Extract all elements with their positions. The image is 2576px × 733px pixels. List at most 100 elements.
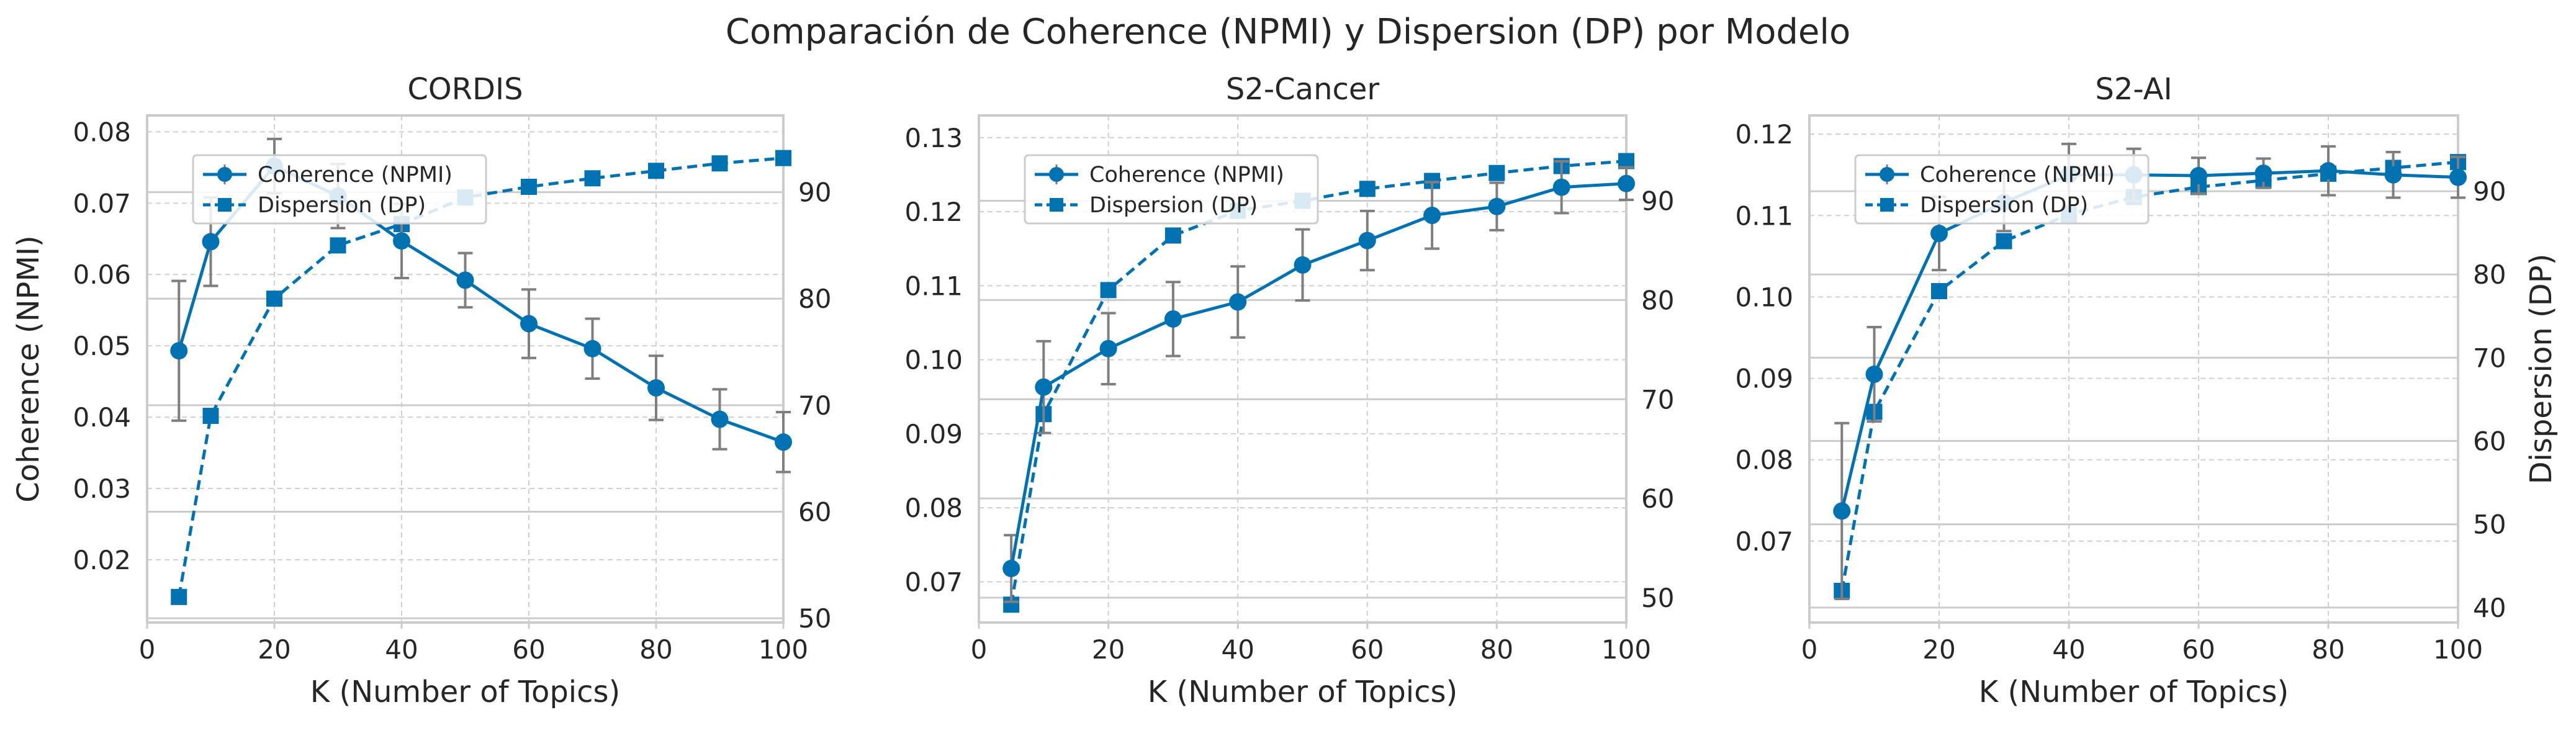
y-tick-label: 0.12 [904,197,963,227]
x-tick-label: 80 [2312,634,2344,665]
y-tick-label: 0.08 [904,493,963,523]
y2-tick-label: 50 [2473,510,2506,540]
panel-s2-cancer: S2-Cancer 0 20 40 60 80 100 K (Number of Topics… [904,72,1674,709]
legend-box [1024,154,1319,225]
coherence-marker [2254,164,2272,182]
dispersion-marker [584,170,601,187]
legend-dispersion-marker [218,198,232,212]
legend-dispersion-label: Dispersion (DP) [258,193,426,218]
plot-frame [1808,114,2459,624]
y2-tick-label: 50 [798,603,831,634]
y-tick-label: 0.02 [73,545,131,575]
y-tick-label: 0.13 [904,123,963,153]
coherence-marker [1294,256,1312,274]
x-axis-label: K (Number of Topics) [1148,675,1458,709]
y2-tick-label: 40 [2473,593,2506,623]
x-tick-label: 100 [1601,634,1651,665]
y-tick-label: 0.07 [73,188,131,218]
legend-coherence-label: Coherence (NPMI) [1920,163,2115,187]
y-tick-label: 0.09 [904,419,963,449]
legend-dispersion-label: Dispersion (DP) [1920,193,2088,218]
dispersion-line [1840,160,2459,591]
dispersion-marker [648,163,664,179]
y2-tick-label: 70 [798,390,831,421]
dispersion-marker [1100,282,1117,299]
y-tick-label: 0.07 [904,567,963,597]
x-tick-label: 40 [1221,634,1254,665]
dispersion-marker [521,178,537,195]
x-tick-label: 80 [639,634,672,665]
coherence-marker [1035,378,1053,396]
y-tick-label: 0.05 [73,331,131,361]
y-tick-label: 0.11 [904,271,963,301]
coherence-marker [711,410,729,428]
legend-coherence-marker [1049,167,1064,182]
x-tick-label: 60 [1351,634,1384,665]
legend-coherence-marker [217,167,232,182]
x-tick-label: 100 [759,634,808,665]
y-tick-label: 0.06 [73,259,131,290]
y2-tick-label: 80 [2473,259,2506,290]
plot-frame [978,114,1628,624]
y-tick-label: 0.11 [1735,200,1793,231]
x-tick-label: 20 [1922,634,1955,665]
legend-coherence-label: Coherence (NPMI) [258,163,453,187]
coherence-marker [1358,232,1376,250]
coherence-marker [1552,178,1570,196]
x-axis-label: K (Number of Topics) [310,675,621,709]
legend-coherence-marker [1880,167,1894,182]
dispersion-marker [266,290,282,307]
y2-tick-label: 90 [1641,186,1674,216]
coherence-marker [1488,197,1506,215]
y-tick-label: 0.07 [1735,526,1793,557]
coherence-marker [583,340,601,358]
x-tick-label: 0 [139,634,156,665]
coherence-marker [2384,166,2402,184]
y2-tick-label: 80 [798,284,831,314]
x-tick-label: 60 [2182,634,2215,665]
y-tick-label: 0.03 [73,474,131,504]
panel-cordis: CORDIS 0 20 40 60 80 100 K (Number of Topics) 0.… [11,72,831,709]
coherence-marker [1423,207,1441,225]
coherence-marker [2449,168,2467,186]
coherence-marker [170,342,188,360]
legend-dispersion-label: Dispersion (DP) [1089,193,1258,218]
x-tick-label: 80 [1480,634,1513,665]
x-tick-label: 0 [1801,634,1818,665]
coherence-marker [520,315,538,333]
legend-dispersion-marker [1880,198,1894,212]
figure-suptitle: Comparación de Coherence (NPMI) y Disper… [726,12,1850,52]
coherence-marker [1865,366,1883,384]
legend-box [1854,154,2150,225]
dispersion-marker [1359,181,1376,197]
dispersion-marker [775,150,791,166]
coherence-marker [1002,559,1020,577]
coherence-marker [1164,310,1182,328]
y-tick-label: 0.10 [1735,282,1793,312]
y-tick-label: 0.10 [904,345,963,375]
panel-title: S2-Cancer [1226,72,1380,107]
dispersion-marker [1164,227,1181,244]
coherence-marker [1099,340,1117,358]
coherence-marker [393,232,410,250]
x-tick-label: 100 [2433,634,2483,665]
y2-tick-label: 90 [798,178,831,208]
y2-tick-label: 70 [2473,343,2506,373]
x-tick-label: 60 [512,634,545,665]
legend-dispersion-marker [1050,198,1063,212]
coherence-marker [1618,174,1635,192]
y2-axis-label: Dispersion (DP) [2524,254,2559,485]
y2-tick-label: 60 [1641,483,1674,514]
y2-tick-label: 60 [798,497,831,527]
panel-title: CORDIS [407,72,523,107]
y-tick-label: 0.08 [73,117,131,147]
dispersion-marker [171,588,187,605]
coherence-marker [456,271,474,289]
coherence-marker [202,233,220,251]
dispersion-marker [202,408,219,425]
y-tick-label: 0.12 [1735,119,1793,150]
coherence-marker [1229,293,1247,311]
y-axis-label: Coherence (NPMI) [11,235,46,503]
coherence-marker [2320,162,2337,180]
